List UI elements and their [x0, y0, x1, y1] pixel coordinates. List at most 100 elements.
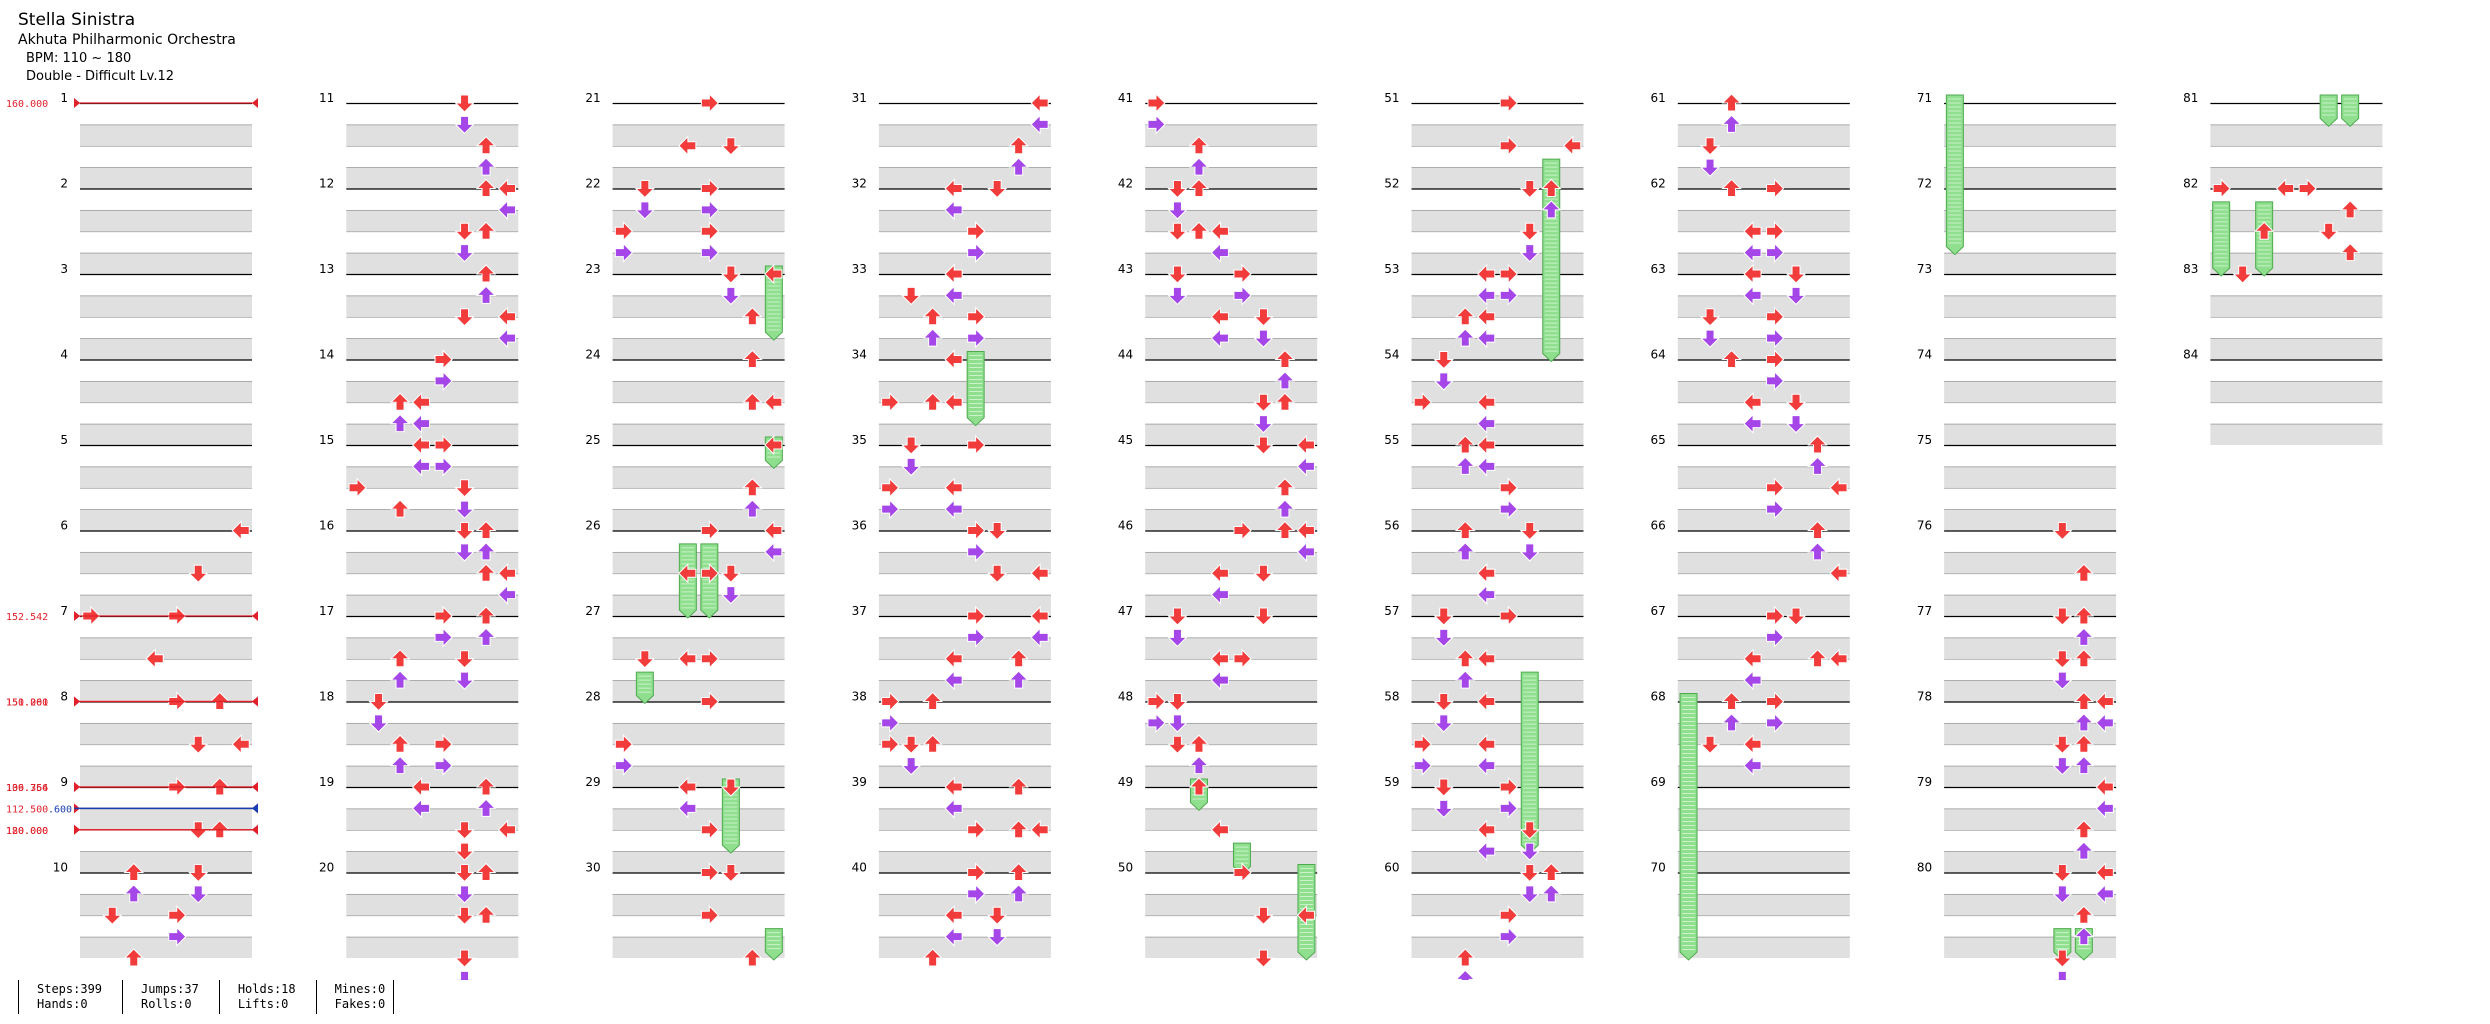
bpm-change-label: 112.500: [6, 804, 48, 815]
beat-stripe: [1145, 594, 1318, 616]
beat-stripe: [1944, 466, 2117, 488]
left-arrow-note: [700, 648, 720, 669]
measure-number: 55: [1384, 433, 1399, 447]
right-arrow-note: [1829, 648, 1848, 669]
up-arrow-note: [1455, 649, 1476, 668]
left-arrow-note: [2212, 178, 2231, 199]
left-arrow-note: [700, 819, 720, 840]
bpm-change-marker: [252, 696, 258, 707]
beat-stripe: [80, 167, 252, 189]
up-arrow-note: [389, 670, 411, 689]
beat-stripe: [346, 509, 519, 531]
beat-stripe: [80, 936, 252, 958]
down-arrow-note: [1519, 244, 1540, 263]
beat-stripe: [878, 936, 1051, 958]
beat-stripe: [80, 680, 252, 702]
left-arrow-note: [967, 605, 986, 627]
left-arrow-note: [700, 520, 720, 541]
beat-stripe: [346, 594, 519, 616]
beat-stripe: [80, 851, 252, 873]
right-arrow-note: [1030, 563, 1049, 584]
beat-stripe: [1411, 851, 1584, 873]
down-arrow-note: [368, 714, 389, 733]
beat-stripe: [1677, 936, 1850, 958]
measure-number: 47: [1118, 604, 1133, 618]
right-arrow-note: [497, 819, 517, 840]
beat-stripe: [1944, 594, 2117, 616]
right-arrow-note: [497, 563, 517, 584]
beat-stripe: [346, 765, 519, 787]
beat-stripe: [346, 808, 519, 830]
left-arrow-note: [1766, 306, 1785, 327]
up-arrow-note: [1008, 136, 1029, 155]
down-arrow-note: [720, 586, 742, 605]
beat-stripe: [878, 466, 1051, 488]
up-arrow-note: [1455, 307, 1476, 326]
up-arrow-note: [1008, 884, 1029, 903]
bpm-change-label: 120.000: [6, 826, 48, 837]
down-arrow-note: [454, 864, 475, 883]
measure-number: 46: [1118, 519, 1133, 533]
beat-stripe: [612, 167, 785, 189]
down-arrow-note: [454, 94, 475, 113]
right-arrow-note: [1743, 242, 1762, 263]
left-arrow-note: [1499, 776, 1518, 798]
beat-stripe: [1145, 423, 1318, 445]
bpm-change-marker: [252, 98, 258, 108]
right-arrow-note: [1477, 263, 1496, 285]
measure-number: 78: [1917, 690, 1932, 704]
beat-stripe: [2210, 380, 2383, 403]
left-arrow-note: [967, 819, 986, 840]
down-arrow-note: [188, 735, 209, 754]
measure-number: 64: [1651, 348, 1666, 362]
up-arrow-note: [1721, 114, 1742, 133]
beat-stripe: [1411, 594, 1584, 616]
up-arrow-note: [2073, 926, 2095, 946]
beat-stripe: [612, 380, 785, 403]
up-arrow-note: [475, 264, 497, 283]
up-arrow-note: [2339, 242, 2361, 262]
right-arrow-note: [1743, 669, 1762, 691]
beat-stripe: [1944, 765, 2117, 787]
bpm-change-label: 152.542: [6, 612, 48, 623]
beat-stripe: [1145, 209, 1318, 232]
measure-number: 9: [60, 775, 68, 789]
beat-stripe: [878, 295, 1051, 317]
left-arrow-note: [1499, 92, 1518, 114]
stat-value: Rolls:0: [141, 997, 192, 1011]
down-arrow-note: [1785, 265, 1807, 284]
down-arrow-note: [986, 180, 1008, 199]
down-arrow-note: [2052, 885, 2073, 904]
right-arrow-note: [944, 178, 963, 199]
up-arrow-note: [1188, 755, 1210, 775]
measure-number: 74: [1917, 348, 1932, 362]
beat-stripe: [1411, 893, 1584, 916]
down-arrow-note: [986, 522, 1008, 541]
up-arrow-note: [389, 734, 411, 753]
right-arrow-note: [1210, 819, 1229, 840]
left-arrow-note: [1147, 691, 1166, 712]
right-arrow-note: [1743, 263, 1762, 285]
down-arrow-note: [1167, 201, 1188, 220]
left-arrow-note: [434, 627, 453, 648]
up-arrow-note: [389, 413, 411, 433]
bpm-change-marker: [74, 696, 80, 707]
measure-number: 68: [1651, 690, 1666, 704]
beat-stripe: [1944, 637, 2117, 659]
measure-number: 42: [1118, 177, 1133, 191]
beat-stripe: [2210, 423, 2383, 445]
beat-stripe: [1145, 509, 1318, 531]
measure-number: 77: [1917, 604, 1932, 618]
beat-stripe: [346, 680, 519, 702]
beat-stripe: [1411, 295, 1584, 317]
measure-number: 71: [1917, 91, 1932, 105]
beat-stripe: [1145, 380, 1318, 403]
beat-stripe: [1411, 252, 1584, 274]
beat-stripe: [346, 637, 519, 659]
stat-group: Holds:18 Lifts:0: [218, 980, 316, 1014]
beat-stripe: [1677, 209, 1850, 232]
left-arrow-note: [700, 221, 720, 242]
down-arrow-note: [1699, 158, 1721, 177]
down-arrow-note: [454, 906, 475, 925]
down-arrow-note: [2052, 607, 2073, 626]
